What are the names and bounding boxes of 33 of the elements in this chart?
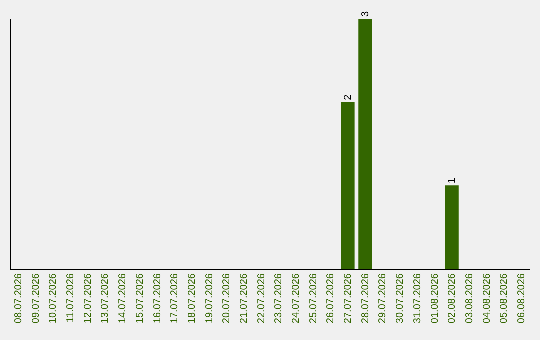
x-tick-label: 13.07.2026 [100,273,112,324]
x-tick-label: 11.07.2026 [66,273,77,323]
x-tick-label: 16.07.2026 [152,273,164,324]
x-tick-label: 03.08.2026 [464,273,476,324]
x-tick-label: 12.07.2026 [82,273,94,324]
x-tick-label: 15.07.2026 [134,273,146,324]
x-tick-label: 10.07.2026 [48,273,60,324]
x-tick-label: 18.07.2026 [186,273,198,324]
x-tick-label: 27.07.2026 [343,273,354,324]
x-tick-label: 17.07.2026 [170,273,181,324]
x-tick-label: 20.07.2026 [222,273,233,324]
x-tick-label: 06.08.2026 [516,273,528,324]
x-tick-label: 01.08.2026 [430,273,441,324]
x-tick-label: 23.07.2026 [274,273,285,324]
x-tick-label: 14.07.2026 [118,273,129,324]
x-tick-label: 09.07.2026 [30,273,42,324]
x-tick-label: 22.07.2026 [256,273,268,324]
data-label: 1 [447,178,458,184]
x-tick-label: 02.08.2026 [447,273,458,324]
x-tick-label: 25.07.2026 [308,273,320,324]
x-tick-label: 29.07.2026 [378,273,389,324]
x-tick-label: 31.07.2026 [412,273,424,324]
x-tick-label: 26.07.2026 [326,273,337,324]
x-tick-label: 30.07.2026 [395,273,406,324]
x-tick-label: 05.08.2026 [499,273,510,324]
data-label: 2 [343,94,354,100]
data-label: 3 [360,11,372,17]
x-tick-label: 28.07.2026 [360,273,372,324]
x-tick-label: 19.07.2026 [204,273,216,324]
x-tick-label: 21.07.2026 [238,273,250,324]
x-tick-label: 24.07.2026 [291,273,302,324]
x-tick-label: 08.07.2026 [14,273,24,324]
x-tick-label: 04.08.2026 [482,273,493,324]
